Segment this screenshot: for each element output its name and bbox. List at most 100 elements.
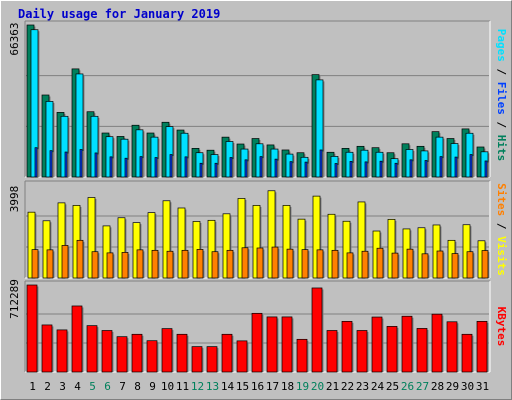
kbytes-bar [446, 321, 458, 373]
files-bar [124, 157, 128, 178]
x-tick-label: 6 [104, 380, 111, 393]
files-bar-shadow [306, 163, 309, 177]
visits-bar [387, 219, 396, 279]
files-bar-shadow [396, 164, 399, 177]
sites-bar [256, 247, 264, 279]
visits-right-label: Sites / Visits [495, 183, 508, 276]
x-tick-label: 1 [29, 380, 36, 393]
kbytes-bar [281, 316, 293, 373]
pages-bar [180, 132, 189, 178]
kbytes-bar [146, 340, 158, 373]
sites-bar [46, 249, 54, 279]
x-tick-label: 21 [326, 380, 339, 393]
files-bar-shadow [141, 158, 144, 177]
sites-bar [136, 249, 144, 279]
kbytes-bar [101, 330, 113, 373]
kbytes-bar [416, 328, 428, 373]
kbytes-bar [476, 320, 488, 373]
kbytes-bar [176, 333, 188, 373]
sites-bar [436, 250, 444, 279]
pages-bar [165, 126, 174, 178]
files-bar-shadow [486, 162, 489, 177]
visits-bar [237, 198, 246, 279]
files-bar [304, 161, 308, 178]
visits-bar [102, 225, 111, 279]
files-bar [34, 147, 38, 178]
files-bar-shadow [111, 158, 114, 177]
visits-bar [57, 202, 66, 279]
files-bar [394, 162, 398, 178]
visits-bar [27, 211, 36, 279]
files-bar-shadow [156, 159, 159, 177]
files-bar-shadow [426, 162, 429, 177]
visits-ymax-label: 3998 [8, 186, 21, 213]
sites-bar [301, 249, 309, 279]
files-bar [184, 156, 188, 178]
files-bar [154, 157, 158, 178]
kbytes-bar [56, 329, 68, 373]
sites-bar [241, 247, 249, 279]
sites-bar [406, 248, 414, 279]
files-bar-shadow [231, 159, 234, 177]
kbytes-bar [401, 315, 413, 373]
files-bar-shadow [261, 158, 264, 177]
pages-bar [90, 115, 99, 178]
pages-bar [150, 136, 159, 178]
visits-bar [87, 197, 96, 279]
files-bar-shadow [291, 163, 294, 177]
sites-bar [481, 250, 489, 279]
visits-bar [147, 212, 156, 279]
files-bar-shadow [456, 158, 459, 177]
x-tick-label: 13 [206, 380, 219, 393]
files-bar [274, 158, 278, 178]
x-tick-label: 5 [89, 380, 96, 393]
kbytes-bar [356, 330, 368, 373]
hits-right-label: Pages / Files / Hits [495, 29, 508, 162]
files-bar-shadow [321, 151, 324, 177]
files-bar [409, 159, 413, 178]
files-bar-shadow [366, 163, 369, 177]
files-bar-shadow [81, 151, 84, 177]
visits-bar [222, 213, 231, 279]
files-bar-shadow [276, 160, 279, 177]
x-tick-label: 9 [149, 380, 156, 393]
sites-bar [211, 251, 219, 279]
x-tick-label: 17 [266, 380, 279, 393]
files-bar-shadow [171, 156, 174, 177]
visits-bar [417, 227, 426, 279]
x-tick-label: 15 [236, 380, 249, 393]
x-tick-label: 2 [44, 380, 51, 393]
sites-bar [91, 251, 99, 279]
x-tick-label: 20 [311, 380, 324, 393]
kbytes-bar [266, 316, 278, 373]
files-bar-shadow [201, 164, 204, 177]
kbytes-bar [71, 305, 83, 373]
files-bar [349, 161, 353, 178]
sites-bar [286, 248, 294, 279]
files-bar-shadow [381, 162, 384, 177]
sites-bar [61, 245, 69, 279]
kbytes-bar [191, 346, 203, 373]
x-tick-label: 24 [371, 380, 385, 393]
sites-bar [421, 253, 429, 279]
x-tick-label: 10 [161, 380, 174, 393]
files-bar [454, 156, 458, 178]
kbytes-bar [86, 325, 98, 373]
sites-bar [466, 251, 474, 279]
files-bar [289, 161, 293, 178]
x-tick-label: 30 [461, 380, 474, 393]
kbytes-bar [161, 328, 173, 373]
visits-bar [327, 213, 336, 279]
kbytes-bar [221, 333, 233, 373]
kbytes-bar [326, 330, 338, 373]
pages-bar [45, 101, 54, 178]
x-tick-label: 31 [476, 380, 489, 393]
kbytes-bar [206, 346, 218, 373]
files-bar [484, 160, 488, 178]
hits-right-label-part-3: / [495, 115, 508, 135]
kbytes-bar [371, 316, 383, 373]
kbytes-bar [311, 287, 323, 373]
kbytes-bar [116, 336, 128, 373]
files-bar [424, 160, 428, 178]
